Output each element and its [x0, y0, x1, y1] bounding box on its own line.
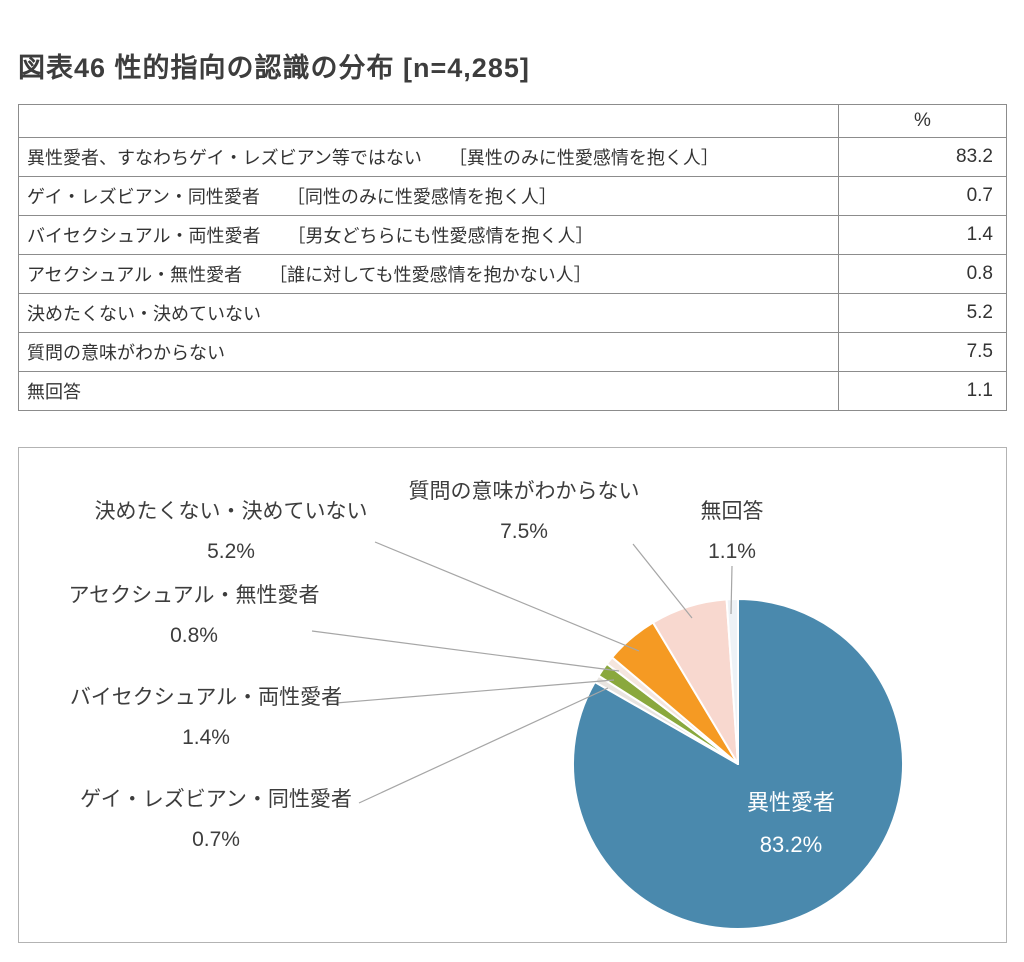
table-row: 決めたくない・決めていない 5.2	[18, 293, 1007, 333]
pie-chart-panel: 質問の意味がわからない 7.5% 無回答 1.1% 決めたくない・決めていない …	[18, 447, 1007, 943]
row-value: 1.1	[838, 371, 1007, 411]
pie-label-asexual: アセクシュアル・無性愛者 0.8%	[34, 576, 354, 656]
pie-label-pct: 83.2%	[759, 832, 823, 857]
row-value: 83.2	[838, 137, 1007, 177]
row-label: 質問の意味がわからない	[18, 332, 839, 372]
distribution-table: % 異性愛者、すなわちゲイ・レズビアン等ではない ［異性のみに性愛感情を抱く人］…	[18, 104, 1007, 411]
table-row: バイセクシュアル・両性愛者 ［男女どちらにも性愛感情を抱く人］ 1.4	[18, 215, 1007, 255]
pie-label-name: バイセクシュアル・両性愛者	[69, 686, 343, 709]
pie-label-name: 無回答	[700, 500, 764, 523]
pie-label-pct: 7.5%	[500, 520, 548, 543]
pie-label-noanswer: 無回答 1.1%	[632, 492, 832, 572]
leader-line-question	[632, 543, 693, 619]
leader-line-undecided	[374, 541, 640, 652]
table-row: ゲイ・レズビアン・同性愛者 ［同性のみに性愛感情を抱く人］ 0.7	[18, 176, 1007, 216]
pie-chart	[311, 541, 904, 930]
pie-label-name: 異性愛者	[746, 790, 835, 815]
row-value: 5.2	[838, 293, 1007, 333]
pie-label-undecided: 決めたくない・決めていない 5.2%	[71, 492, 391, 572]
row-value: 0.7	[838, 176, 1007, 216]
table-row: アセクシュアル・無性愛者 ［誰に対しても性愛感情を抱かない人］ 0.8	[18, 254, 1007, 294]
leader-line-bisexual	[335, 679, 615, 704]
row-label: ゲイ・レズビアン・同性愛者 ［同性のみに性愛感情を抱く人］	[18, 176, 839, 216]
leader-line-gay	[358, 687, 609, 804]
table-row: 質問の意味がわからない 7.5	[18, 332, 1007, 372]
figure-title: 図表46 性的指向の認識の分布 [n=4,285]	[18, 53, 530, 83]
row-label: アセクシュアル・無性愛者 ［誰に対しても性愛感情を抱かない人］	[18, 254, 839, 294]
table-row: 異性愛者、すなわちゲイ・レズビアン等ではない ［異性のみに性愛感情を抱く人］ 8…	[18, 137, 1007, 177]
pie-label-name: アセクシュアル・無性愛者	[68, 584, 320, 607]
pie-label-pct: 1.1%	[708, 540, 756, 563]
table-corner-cell	[18, 104, 839, 138]
row-label: 異性愛者、すなわちゲイ・レズビアン等ではない ［異性のみに性愛感情を抱く人］	[18, 137, 839, 177]
pie-label-pct: 5.2%	[207, 540, 255, 563]
row-value: 7.5	[838, 332, 1007, 372]
pie-label-gay: ゲイ・レズビアン・同性愛者 0.7%	[56, 780, 376, 860]
pie-label-pct: 0.8%	[170, 624, 218, 647]
row-label: 決めたくない・決めていない	[18, 293, 839, 333]
pie-label-question: 質問の意味がわからない 7.5%	[364, 472, 684, 552]
callout-lines	[311, 541, 733, 804]
pie-label-pct: 1.4%	[182, 726, 230, 749]
percent-header: %	[838, 104, 1007, 138]
row-value: 1.4	[838, 215, 1007, 255]
row-label: バイセクシュアル・両性愛者 ［男女どちらにも性愛感情を抱く人］	[18, 215, 839, 255]
pie-slice-0	[572, 598, 904, 930]
pie-label-name: ゲイ・レズビアン・同性愛者	[80, 788, 352, 811]
pie-slices	[572, 597, 904, 930]
pie-slice-6	[725, 597, 739, 765]
pie-label-bisexual: バイセクシュアル・両性愛者 1.4%	[46, 678, 366, 758]
pie-label-name: 質問の意味がわからない	[408, 480, 640, 503]
pie-label-pct: 0.7%	[192, 828, 240, 851]
pie-label-name: 決めたくない・決めていない	[94, 500, 368, 523]
pie-label-heterosexual: 異性愛者 83.2%	[691, 782, 891, 866]
row-value: 0.8	[838, 254, 1007, 294]
leader-line-noanswer	[730, 565, 733, 615]
row-label: 無回答	[18, 371, 839, 411]
table-header-row: %	[18, 104, 1007, 138]
table-row: 無回答 1.1	[18, 371, 1007, 411]
leader-line-asexual	[311, 630, 620, 672]
